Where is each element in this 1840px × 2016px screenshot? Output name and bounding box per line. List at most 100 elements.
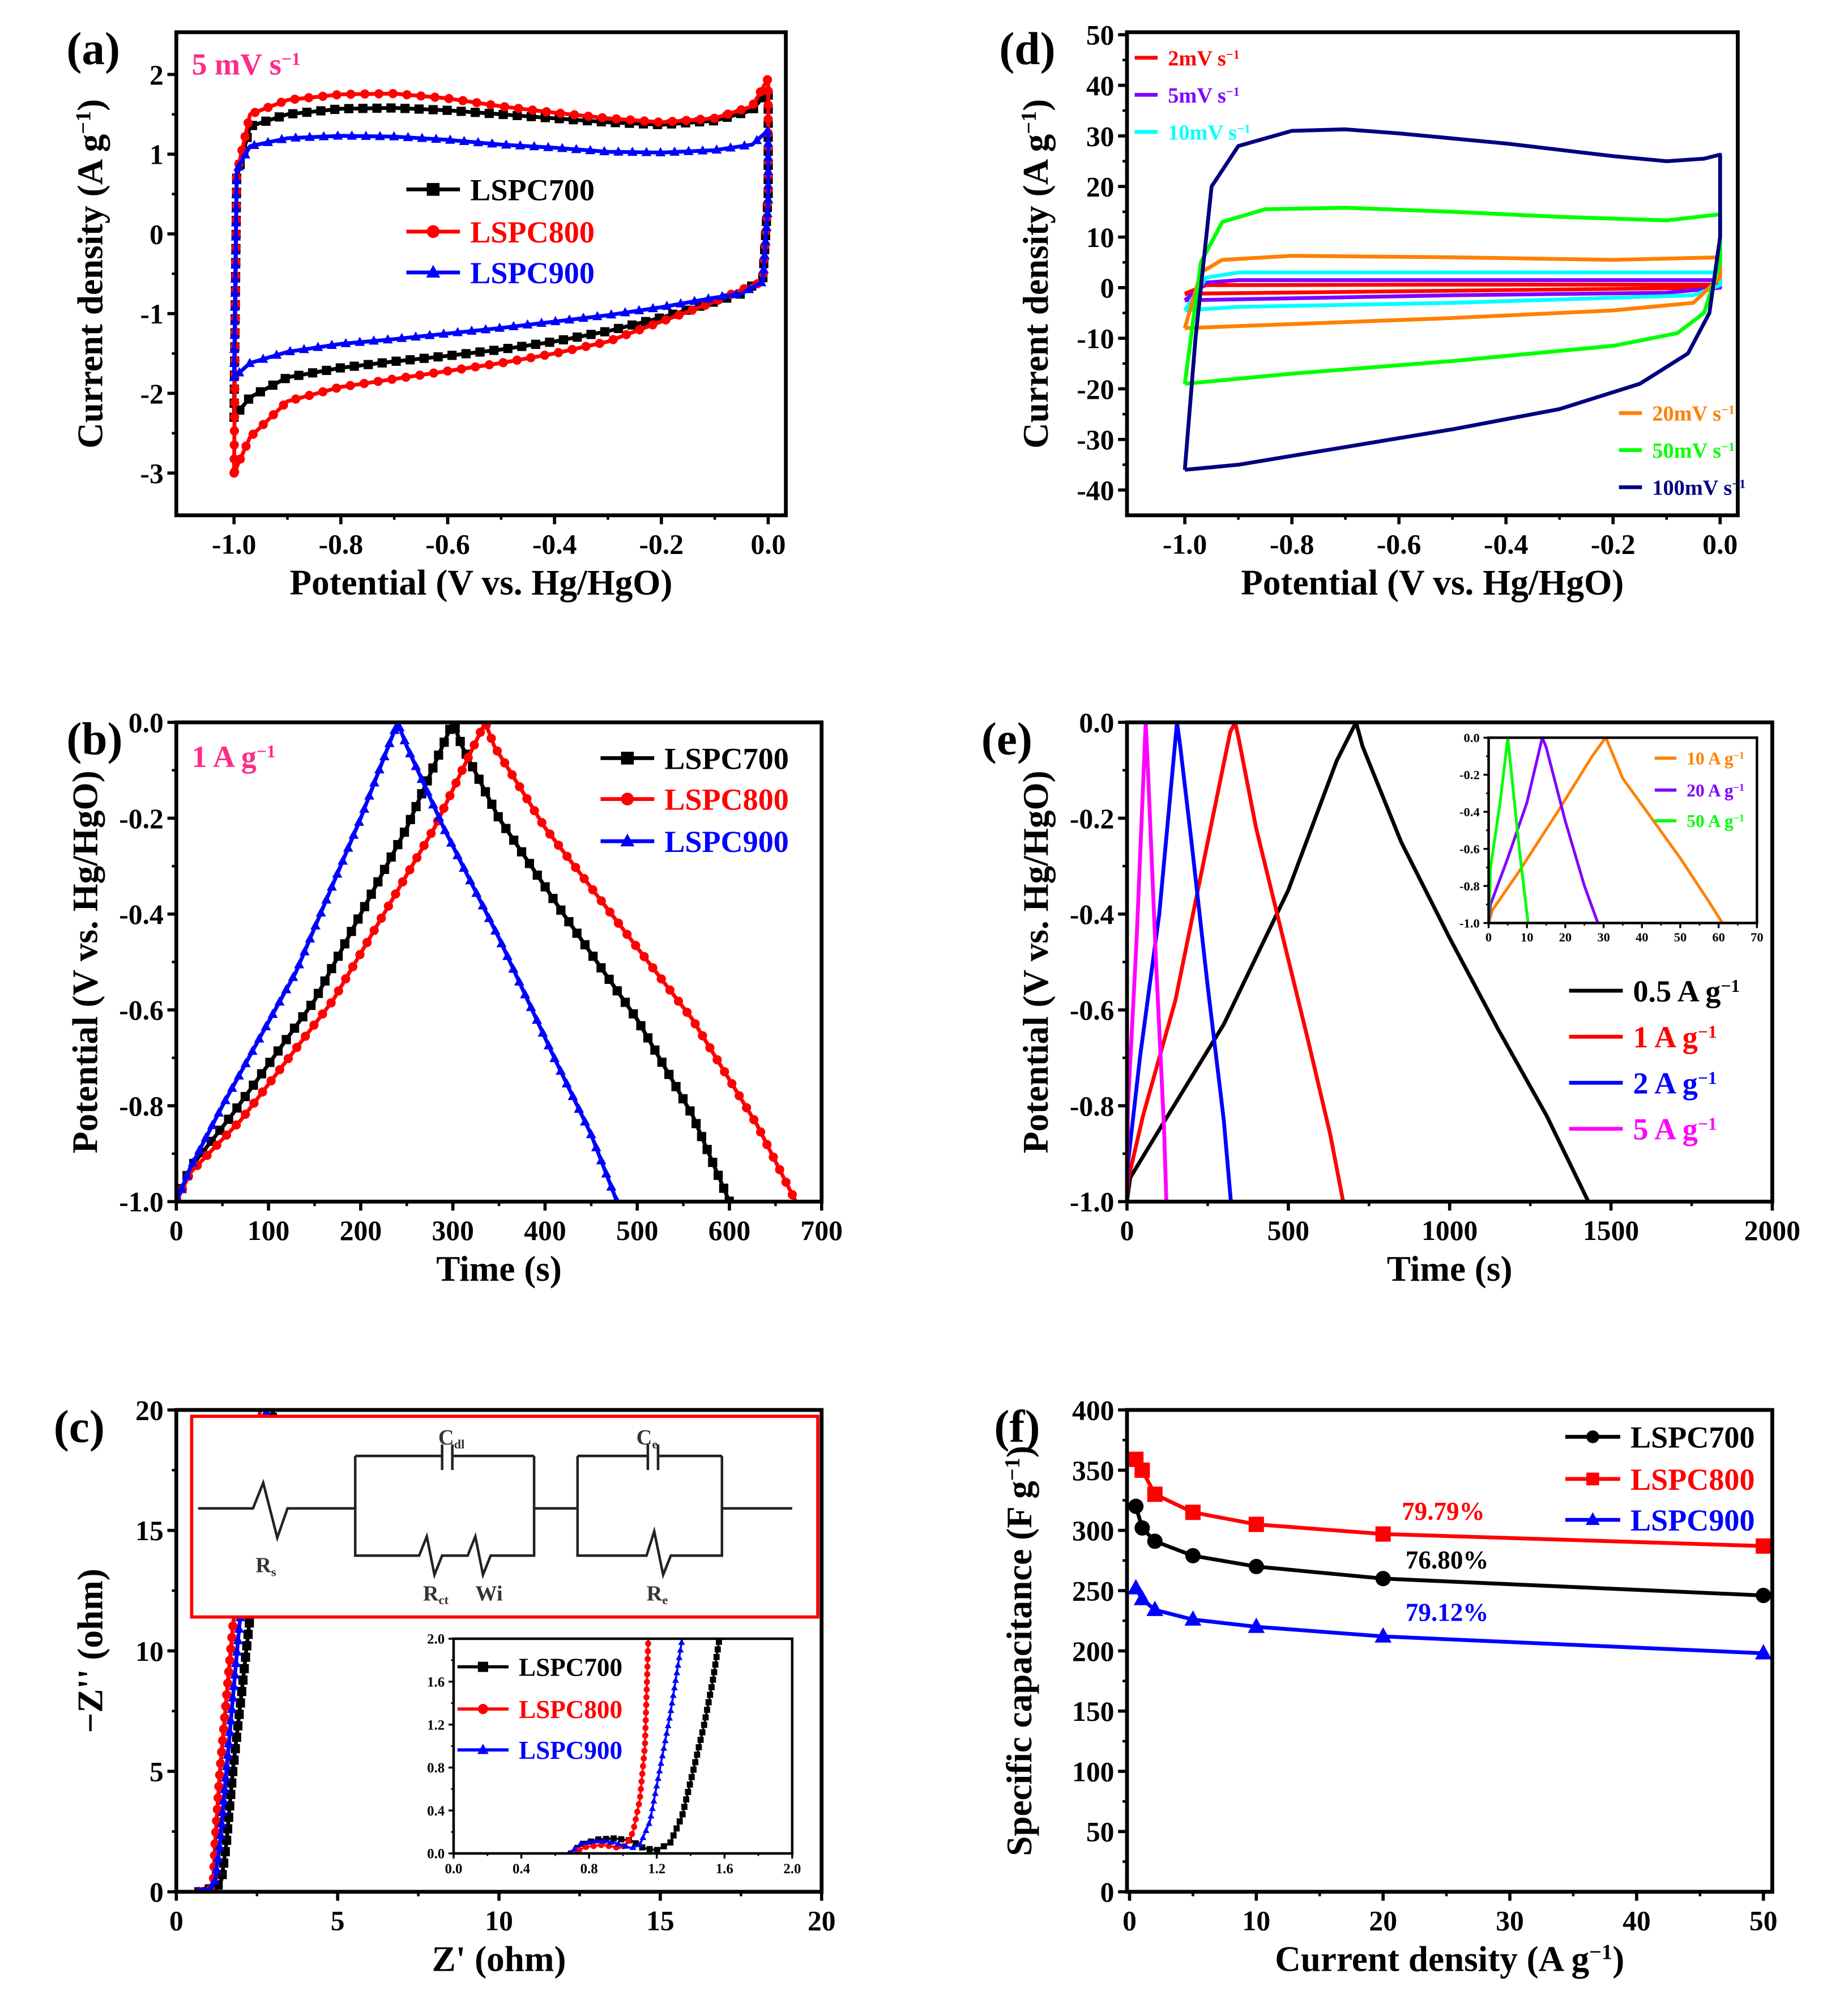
circuit-label-re: Re [647,1582,668,1607]
legend-text: LSPC900 [664,825,789,859]
data-point [498,358,508,368]
data-point [442,105,452,115]
panel-e: 0 500 1000 1500 20000.0-0.2-0.4-0.6-0.8-1.0T… [981,707,1800,1289]
data-point [415,370,425,380]
circuit-label-wi: Wi [475,1582,503,1605]
data-point [657,1058,667,1067]
y-tick-label: -0.6 [1070,995,1115,1026]
data-point [763,180,774,189]
data-point [274,996,285,1006]
circuit-label-cdl: Cdl [438,1426,465,1451]
data-point [372,103,382,113]
superscript: −1 [257,741,276,761]
data-point [1133,1589,1151,1605]
data-point [668,117,677,126]
data-point [620,998,630,1007]
data-point [639,1834,647,1840]
data-point [318,387,328,397]
series-lspc800 [569,1638,651,1854]
data-point [399,735,410,745]
data-point [639,952,649,961]
data-point [695,1744,702,1750]
data-point [744,284,754,293]
x-tick-label: 300 [432,1215,473,1246]
data-point [263,103,273,112]
data-point [394,722,405,731]
data-point [388,89,398,99]
legend-label: LSPC800 [664,783,789,817]
data-point [494,322,505,332]
circuit-label-rct: Rct [423,1582,449,1607]
data-point [564,314,575,324]
data-point [735,1091,744,1101]
data-point [445,134,455,144]
label-part: Time (s) [436,1249,562,1289]
data-point [291,132,301,142]
data-point [634,305,644,314]
data-point [379,864,390,874]
data-point [450,723,460,733]
y-tick-label: -0.6 [1459,842,1480,856]
data-point [301,1032,310,1041]
x-tick-label: -0.2 [1591,529,1636,560]
data-point [326,998,336,1008]
data-point [212,1852,223,1862]
data-point [1248,1617,1265,1633]
data-point [369,777,379,787]
data-point [444,93,454,104]
data-point [588,885,597,894]
data-point [599,146,610,155]
data-point [760,236,771,245]
data-point [763,194,774,203]
data-point [267,1008,278,1018]
data-point [642,1740,648,1746]
data-point [644,1648,651,1655]
legend-text: LSPC700 [664,741,789,775]
data-point [720,1067,729,1077]
data-point [487,138,497,148]
data-point [685,1106,695,1116]
legend-item: 20 A g−1 [1654,781,1744,800]
data-point [280,374,290,383]
data-point [428,105,438,114]
data-point [669,146,680,156]
data-point [228,1692,238,1702]
y-tick-label: 150 [1072,1696,1114,1727]
legend-label: LSPC700 [664,741,789,775]
legend-text: LSPC800 [519,1695,622,1724]
data-point [310,920,321,930]
label-part: −Z'' (ohm) [71,1569,110,1733]
data-point [1756,1538,1771,1554]
data-point [695,114,705,124]
data-point [755,1127,766,1137]
data-point [463,753,473,762]
data-point [382,334,393,344]
data-point [683,146,694,155]
y-tick-label: 15 [135,1515,164,1546]
data-point [304,93,314,103]
data-point [690,1019,700,1029]
data-point [438,328,449,338]
data-point [540,351,549,360]
data-point [536,317,547,327]
data-point [708,1157,718,1167]
y-tick-label: 0.8 [427,1761,445,1776]
data-point [249,139,259,150]
legend-item: LSPC700 [457,1653,622,1681]
retention-label: 76.80% [1406,1546,1489,1574]
x-tick-label: -0.8 [319,529,364,560]
data-point [673,1825,680,1832]
data-point [318,91,328,101]
data-point [373,377,383,386]
superscript: −1 [1734,749,1744,761]
data-point [641,317,651,326]
data-point [446,837,456,847]
superscript: −1 [281,49,301,69]
legend-text: LSPC800 [664,783,789,817]
data-point [265,1058,275,1067]
data-point [648,320,658,330]
data-point [649,1805,656,1812]
data-point [712,1055,722,1064]
